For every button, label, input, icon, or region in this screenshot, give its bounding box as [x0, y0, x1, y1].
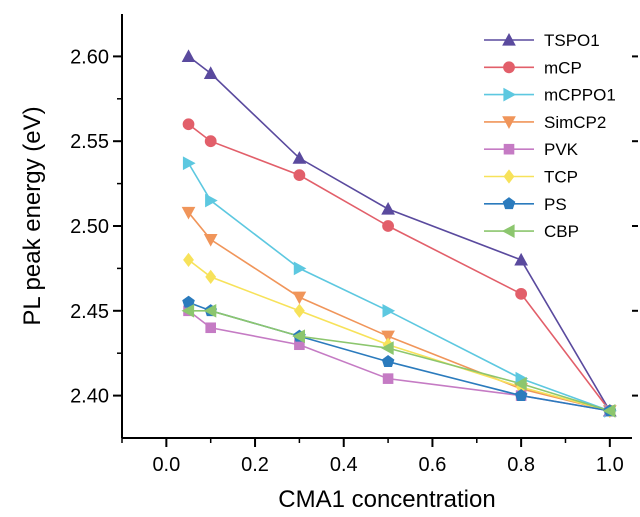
data-point-tspo1 [514, 252, 528, 266]
legend-marker-mcppo1 [503, 87, 517, 102]
data-point-mcppo1 [382, 303, 396, 318]
legend-label-tcp: TCP [544, 168, 578, 187]
plot-axes: 2.40 2.45 2.50 2.55 2.60 0.0 0.2 0.4 0.6 0.8 1.0 [70, 14, 638, 476]
data-point-cbp [203, 303, 217, 318]
series-line-tspo1 [188, 55, 611, 412]
data-point-tspo1 [181, 49, 196, 62]
legend: TSPO1 mCP mCPPO1 SimCP2 PVK TCP PS CBP [484, 31, 616, 241]
x-axis-title: CMA1 concentration [278, 486, 495, 513]
legend-marker-simcp2 [502, 116, 516, 129]
y-tick-label: 2.40 [70, 386, 109, 408]
data-point-cbp [514, 376, 527, 391]
data-point-tcp [205, 269, 217, 285]
series-markers [181, 49, 617, 418]
data-point-pvk [382, 373, 394, 384]
legend-label-simcp2: SimCP2 [544, 113, 606, 132]
data-point-cbp [292, 329, 305, 344]
legend-marker-tspo1 [502, 32, 516, 46]
data-point-mcp [182, 118, 195, 131]
legend-marker-pvk [503, 143, 515, 155]
data-point-tspo1 [292, 151, 307, 164]
data-point-ps [381, 355, 395, 368]
legend-marker-cbp [501, 224, 515, 238]
legend-label-tspo1: TSPO1 [544, 31, 600, 50]
legend-label-mcp: mCP [544, 58, 582, 77]
x-tick-label: 1.0 [596, 454, 624, 476]
data-point-ps [514, 388, 528, 401]
data-point-cbp [381, 341, 394, 355]
legend-marker-tcp [503, 169, 515, 184]
data-point-simcp2 [203, 233, 218, 247]
x-tick-label: 0.6 [419, 454, 447, 476]
data-point-mcp [293, 169, 306, 182]
legend-label-pvk: PVK [544, 140, 579, 159]
data-point-mcppo1 [293, 261, 307, 276]
legend-label-mcppo1: mCPPO1 [544, 86, 616, 105]
data-point-cbp [602, 404, 616, 418]
series-line-simcp2 [187, 211, 611, 412]
data-point-tspo1 [203, 66, 218, 79]
y-tick-label: 2.45 [70, 301, 109, 323]
x-tick-label: 0.2 [241, 454, 269, 476]
data-point-tcp [183, 252, 194, 268]
data-point-mcp [382, 220, 394, 232]
series-line-tcp [188, 259, 611, 412]
y-tick-label: 2.50 [70, 216, 109, 238]
data-point-tspo1 [381, 201, 395, 215]
data-point-mcppo1 [205, 193, 218, 208]
legend-marker-mcp [503, 61, 515, 74]
series-line-mcppo1 [187, 162, 611, 412]
y-tick-label: 2.55 [70, 131, 109, 153]
data-point-simcp2 [381, 330, 395, 344]
data-point-mcp [515, 287, 528, 300]
data-point-tcp [293, 303, 305, 318]
legend-label-cbp: CBP [544, 222, 579, 241]
data-point-mcppo1 [182, 156, 196, 171]
legend-marker-ps [502, 197, 516, 210]
x-tick-label: 0.8 [507, 454, 535, 476]
y-tick-label: 2.60 [70, 46, 109, 68]
data-point-simcp2 [292, 291, 307, 305]
x-tick-label: 0.0 [152, 454, 180, 476]
data-point-pvk [205, 322, 216, 334]
data-point-simcp2 [181, 206, 196, 220]
data-point-cbp [181, 303, 195, 318]
data-point-mcp [204, 135, 217, 148]
y-axis-title: PL peak energy (eV) [19, 106, 46, 325]
legend-label-ps: PS [544, 195, 567, 214]
x-tick-label: 0.4 [330, 454, 358, 476]
